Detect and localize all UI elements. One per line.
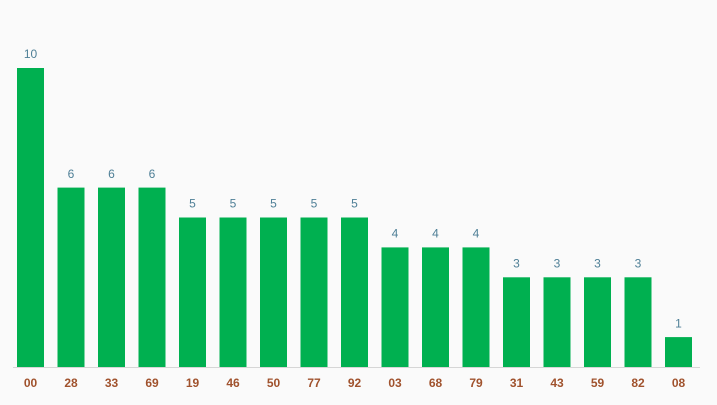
bar [543, 277, 571, 367]
bar [219, 217, 247, 367]
x-tick-label: 31 [510, 376, 524, 390]
bar [98, 187, 125, 367]
bar [300, 217, 328, 367]
bar [624, 277, 652, 367]
bar [341, 217, 368, 367]
x-tick-label: 00 [24, 376, 38, 390]
x-tick-label: 79 [469, 376, 483, 390]
x-tick-label: 77 [307, 376, 321, 390]
bar [381, 247, 409, 367]
value-label: 3 [635, 256, 642, 270]
x-tick-label: 08 [672, 376, 686, 390]
bar [57, 187, 85, 367]
x-tick-label: 69 [145, 376, 159, 390]
value-label: 6 [149, 167, 156, 181]
bar [17, 68, 44, 367]
bar [584, 277, 611, 367]
value-label: 6 [68, 167, 75, 181]
bar [462, 247, 490, 367]
value-label: 5 [189, 197, 196, 211]
bar [422, 247, 449, 367]
x-tick-label: 82 [631, 376, 645, 390]
x-tick-label: 28 [64, 376, 78, 390]
bar [179, 217, 206, 367]
bar [503, 277, 530, 367]
x-tick-label: 33 [105, 376, 119, 390]
value-label: 3 [513, 256, 520, 270]
value-label: 5 [311, 197, 318, 211]
value-label: 5 [270, 197, 277, 211]
x-tick-label: 46 [226, 376, 240, 390]
bar [665, 337, 692, 367]
x-tick-label: 03 [388, 376, 402, 390]
x-tick-label: 68 [429, 376, 443, 390]
value-label: 6 [108, 167, 115, 181]
value-label: 4 [392, 227, 399, 241]
x-tick-label: 43 [550, 376, 564, 390]
value-label: 1 [675, 316, 682, 330]
value-label: 3 [594, 256, 601, 270]
value-label: 5 [230, 197, 237, 211]
x-tick-label: 50 [267, 376, 281, 390]
x-tick-label: 19 [186, 376, 200, 390]
bar [138, 187, 166, 367]
x-tick-label: 92 [348, 376, 362, 390]
value-label: 3 [554, 256, 561, 270]
x-tick-label: 59 [591, 376, 605, 390]
value-label: 4 [432, 227, 439, 241]
value-label: 10 [24, 47, 38, 61]
bar [260, 217, 287, 367]
value-label: 4 [473, 227, 480, 241]
value-label: 5 [351, 197, 358, 211]
